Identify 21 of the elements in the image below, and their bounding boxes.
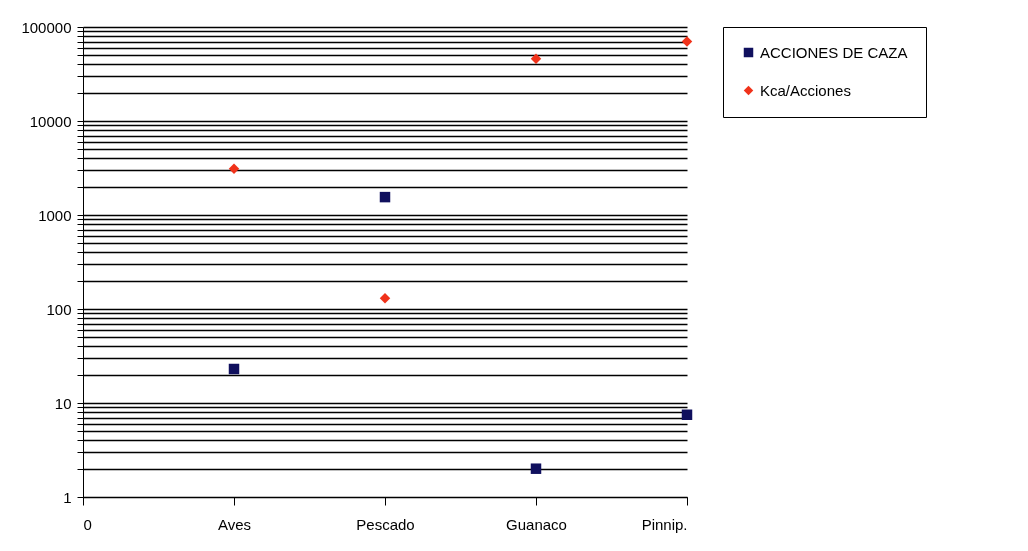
point xyxy=(228,163,240,175)
y-tick-label: 1 xyxy=(63,488,72,506)
x-tick-label: 0 xyxy=(83,515,92,533)
y-tick-label: 100000 xyxy=(21,18,72,36)
y-tick-label: 10 xyxy=(54,394,72,412)
point xyxy=(681,36,693,47)
point xyxy=(379,191,391,203)
point xyxy=(681,409,693,420)
point xyxy=(379,293,391,304)
x-tick-label: Pescado xyxy=(356,515,415,533)
legend-label: Kca/Acciones xyxy=(760,81,851,99)
y-tick-label: 100 xyxy=(46,300,72,318)
point xyxy=(228,363,240,375)
legend-label: ACCIONES DE CAZA xyxy=(760,43,908,61)
point xyxy=(530,53,542,64)
y-tick-label: 10000 xyxy=(29,112,72,130)
point xyxy=(530,463,542,474)
x-tick-label: Pinnip. xyxy=(641,515,688,533)
x-tick-label: Aves xyxy=(217,515,252,533)
x-tick-label: Guanaco xyxy=(506,515,567,533)
y-tick-label: 1000 xyxy=(38,206,72,224)
